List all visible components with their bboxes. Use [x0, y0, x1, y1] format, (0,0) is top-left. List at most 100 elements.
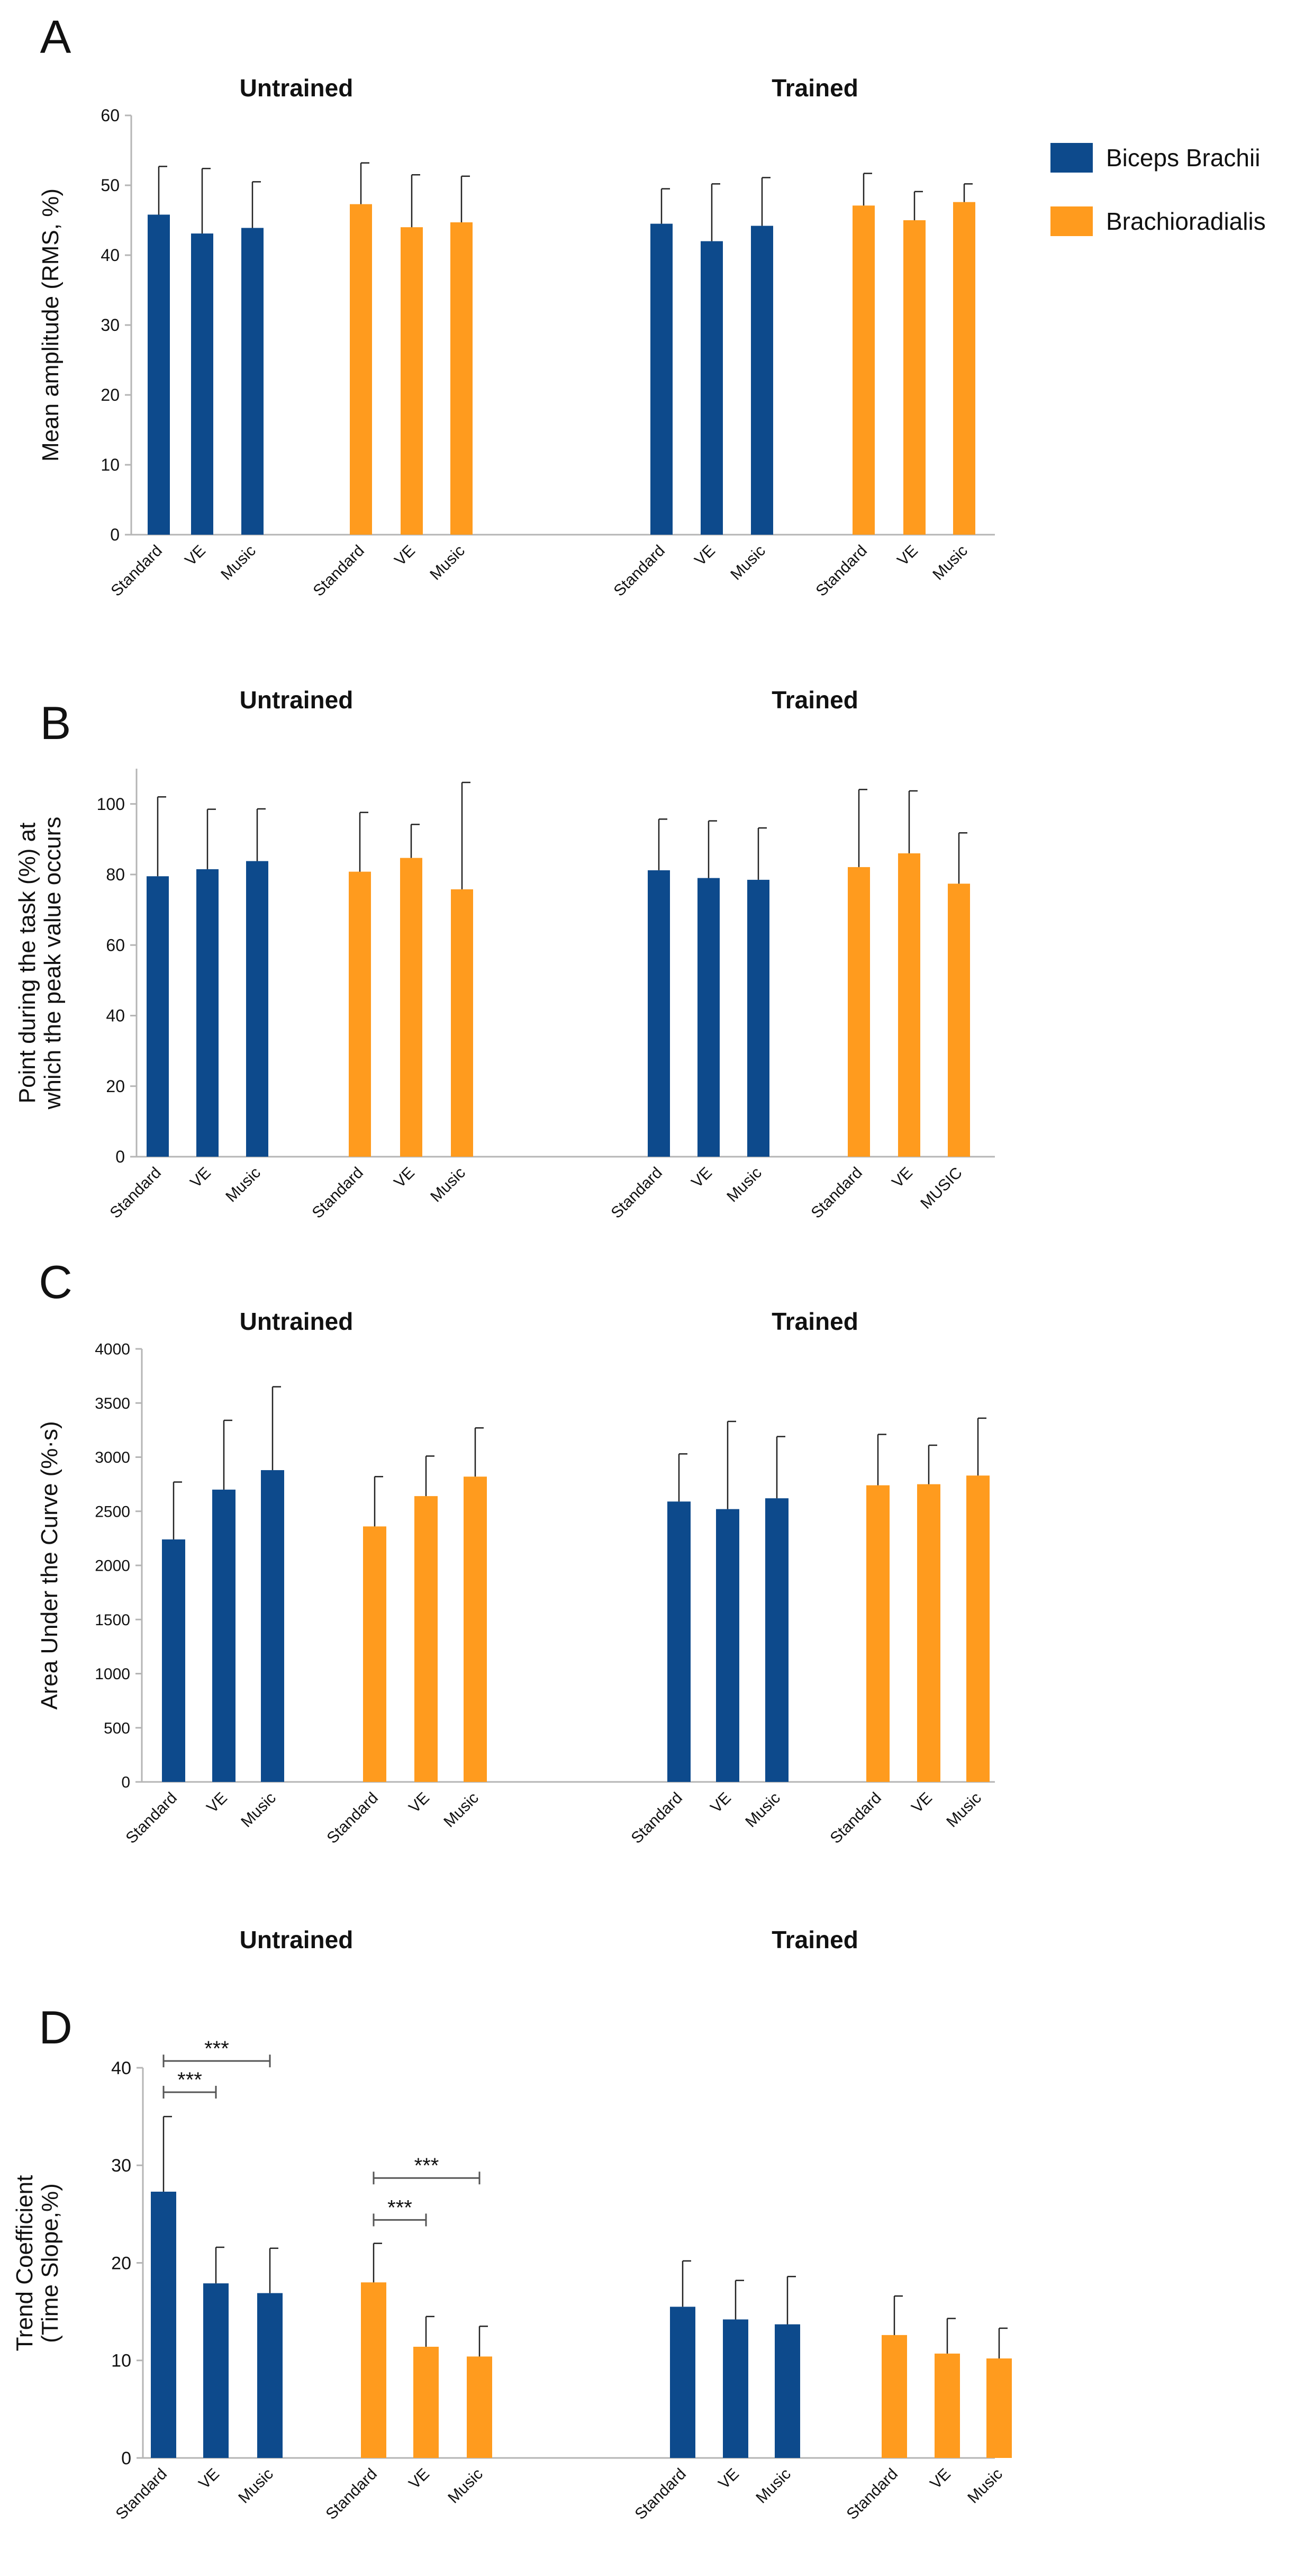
- category-label: Standard: [632, 2465, 690, 2523]
- y-tick-label: 20: [106, 1077, 125, 1096]
- category-label: Standard: [113, 2465, 170, 2523]
- y-axis-label: Point during the task (%) atwhich the pe…: [14, 817, 66, 1110]
- biceps-bar-music: [747, 879, 769, 1157]
- legend-swatch-brachioradialis: [1050, 206, 1093, 236]
- brachio-bar-ve: [413, 2346, 439, 2458]
- y-tick-label: 10: [101, 455, 120, 474]
- panel-C: C 0 500 1000 1500 2000 2500 3000 3500 4000 Area Un…: [37, 1256, 995, 1847]
- category-label: Standard: [813, 542, 871, 600]
- category-label: VE: [391, 1164, 418, 1192]
- y-tick-label: 50: [101, 176, 120, 195]
- y-tick-label: 40: [111, 2058, 131, 2078]
- biceps-bar-music: [246, 861, 268, 1157]
- biceps-bar-standard: [648, 870, 670, 1157]
- y-axis-label: Mean amplitude (RMS, %): [38, 188, 64, 462]
- category-label: Music: [929, 542, 971, 584]
- y-axis-label: Trend Coefficient(Time Slope,%): [12, 2175, 63, 2352]
- category-label: VE: [707, 1789, 735, 1817]
- significance-label: ***: [204, 2037, 229, 2060]
- brachio-bar-ve: [898, 853, 920, 1157]
- y-axis-label-line: (Time Slope,%): [37, 2183, 63, 2343]
- category-label: Standard: [323, 2465, 380, 2523]
- category-label: VE: [405, 2465, 433, 2493]
- group-title-untrained: Untrained: [240, 686, 354, 714]
- biceps-bar-ve: [716, 1509, 739, 1782]
- group-title-trained: Trained: [772, 1926, 858, 1953]
- legend-swatch-biceps: [1050, 143, 1093, 173]
- panel-letter-D: D: [39, 2001, 73, 2053]
- y-tick-label: 0: [115, 1147, 125, 1166]
- group-title-trained: Trained: [772, 686, 858, 714]
- category-label: VE: [927, 2465, 954, 2493]
- y-tick-label: 60: [106, 935, 125, 954]
- category-label: VE: [691, 542, 719, 570]
- category-label: VE: [195, 2465, 223, 2493]
- panel-letter-C: C: [39, 1256, 73, 1308]
- brachio-bar-ve: [903, 220, 926, 535]
- category-label: VE: [203, 1789, 231, 1817]
- y-tick-label: 0: [110, 525, 120, 544]
- panel-letter-A: A: [40, 11, 71, 63]
- panel-D: D 0 10 20 30 40 Trend Coefficient(Time Slope,%…: [12, 1926, 1012, 2523]
- category-label: VE: [182, 542, 209, 570]
- y-tick-label: 10: [111, 2351, 131, 2371]
- y-tick-label: 20: [111, 2253, 131, 2273]
- category-label: Music: [238, 1789, 279, 1831]
- biceps-bar-standard: [151, 2191, 176, 2458]
- brachio-bar-music: [966, 1475, 990, 1782]
- category-label: VE: [187, 1164, 214, 1192]
- y-tick-label: 20: [101, 385, 120, 404]
- legend-label-brachioradialis: Brachioradialis: [1106, 208, 1266, 235]
- brachio-bar-music: [953, 202, 975, 535]
- brachio-bar-standard: [363, 1526, 386, 1782]
- category-label: Music: [753, 2465, 794, 2507]
- category-label: Music: [964, 2465, 1006, 2507]
- biceps-bar-ve: [212, 1489, 235, 1782]
- category-label: VE: [405, 1789, 433, 1817]
- category-label: Music: [723, 1164, 765, 1206]
- biceps-bar-ve: [723, 2319, 748, 2458]
- y-axis-label: Area Under the Curve (%·s): [37, 1421, 62, 1709]
- panel-letter-B: B: [40, 697, 71, 749]
- category-label: VE: [715, 2465, 742, 2493]
- y-tick-label: 3000: [95, 1449, 130, 1466]
- y-tick-label: 1500: [95, 1611, 130, 1629]
- biceps-bar-standard: [147, 876, 169, 1157]
- y-tick-label: 100: [97, 795, 125, 814]
- category-label: Music: [427, 1164, 469, 1206]
- brachio-bar-standard: [866, 1485, 890, 1782]
- brachio-bar-music: [450, 222, 473, 535]
- category-label: MUSIC: [917, 1164, 966, 1213]
- y-tick-label: 1000: [95, 1665, 130, 1683]
- biceps-bar-ve: [697, 878, 720, 1157]
- group-title-untrained: Untrained: [240, 1926, 354, 1953]
- y-tick-label: 40: [106, 1006, 125, 1025]
- brachio-bar-standard: [349, 871, 371, 1157]
- y-axis-label-line: which the peak value occurs: [40, 817, 66, 1110]
- y-axis-label-line: Area Under the Curve (%·s): [37, 1421, 62, 1709]
- category-label: Music: [943, 1789, 985, 1831]
- y-tick-label: 30: [111, 2156, 131, 2176]
- category-label: Standard: [309, 1164, 367, 1222]
- category-label: Music: [427, 542, 468, 584]
- y-axis-label-line: Trend Coefficient: [12, 2175, 38, 2352]
- brachio-bar-standard: [853, 205, 875, 535]
- panel-B: B 0 20 40 60 80 100 Point during the task (%) a…: [14, 686, 995, 1222]
- brachio-bar-music: [464, 1476, 487, 1782]
- significance-label: ***: [177, 2068, 202, 2092]
- legend: Biceps Brachii Brachioradialis: [1050, 143, 1266, 236]
- y-axis-label-line: Point during the task (%) at: [14, 823, 40, 1104]
- category-label: Standard: [827, 1789, 885, 1847]
- brachio-bar-music: [467, 2356, 492, 2458]
- legend-label-biceps: Biceps Brachii: [1106, 144, 1260, 172]
- group-title-untrained: Untrained: [240, 1308, 354, 1335]
- category-label: Standard: [107, 1164, 165, 1222]
- brachio-bar-music: [948, 884, 970, 1157]
- category-label: Music: [218, 542, 259, 584]
- y-tick-label: 80: [106, 865, 125, 884]
- y-tick-label: 40: [101, 246, 120, 265]
- biceps-bar-music: [775, 2324, 800, 2458]
- brachio-bar-standard: [361, 2282, 386, 2458]
- significance-label: ***: [387, 2196, 412, 2219]
